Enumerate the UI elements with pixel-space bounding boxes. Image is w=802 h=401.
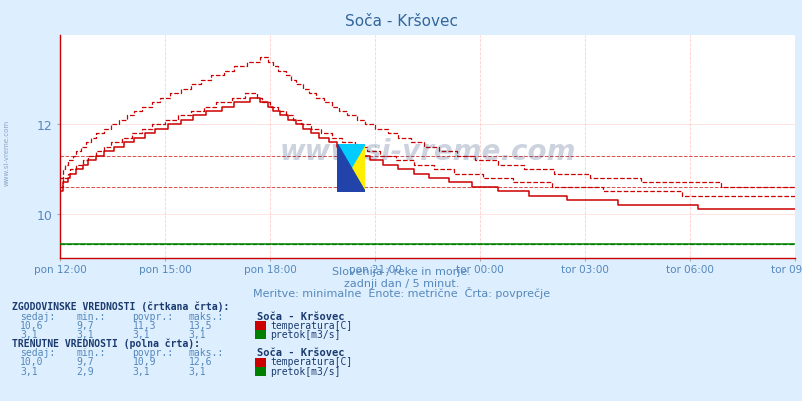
Text: 2,9: 2,9 [76, 366, 94, 376]
Text: www.si-vreme.com: www.si-vreme.com [279, 138, 575, 166]
Text: povpr.:: povpr.: [132, 347, 173, 357]
Text: 3,1: 3,1 [20, 366, 38, 376]
Text: sedaj:: sedaj: [20, 311, 55, 321]
Text: 10,0: 10,0 [20, 356, 43, 367]
Polygon shape [337, 144, 365, 192]
Text: 11,3: 11,3 [132, 320, 156, 330]
Text: Soča - Kršovec: Soča - Kršovec [257, 347, 344, 357]
Polygon shape [337, 144, 365, 192]
Text: 9,7: 9,7 [76, 320, 94, 330]
Text: pretok[m3/s]: pretok[m3/s] [270, 366, 341, 376]
Text: ZGODOVINSKE VREDNOSTI (črtkana črta):: ZGODOVINSKE VREDNOSTI (črtkana črta): [12, 301, 229, 312]
Text: min.:: min.: [76, 347, 106, 357]
Polygon shape [337, 144, 365, 192]
Text: 10,6: 10,6 [20, 320, 43, 330]
Text: www.si-vreme.com: www.si-vreme.com [3, 119, 10, 185]
Text: zadnji dan / 5 minut.: zadnji dan / 5 minut. [343, 278, 459, 288]
Text: Soča - Kršovec: Soča - Kršovec [257, 311, 344, 321]
Text: 9,7: 9,7 [76, 356, 94, 367]
Text: Soča - Kršovec: Soča - Kršovec [345, 14, 457, 29]
Text: 10,9: 10,9 [132, 356, 156, 367]
Text: sedaj:: sedaj: [20, 347, 55, 357]
Text: 3,1: 3,1 [188, 329, 206, 339]
Text: temperatura[C]: temperatura[C] [270, 320, 352, 330]
Text: 12,6: 12,6 [188, 356, 212, 367]
Text: temperatura[C]: temperatura[C] [270, 356, 352, 367]
Text: 3,1: 3,1 [76, 329, 94, 339]
Text: 3,1: 3,1 [132, 366, 150, 376]
Text: Slovenija / reke in morje.: Slovenija / reke in morje. [332, 267, 470, 277]
Text: 3,1: 3,1 [132, 329, 150, 339]
Text: povpr.:: povpr.: [132, 311, 173, 321]
Text: 3,1: 3,1 [188, 366, 206, 376]
Text: 13,5: 13,5 [188, 320, 212, 330]
Text: Meritve: minimalne  Enote: metrične  Črta: povprečje: Meritve: minimalne Enote: metrične Črta:… [253, 287, 549, 299]
Text: min.:: min.: [76, 311, 106, 321]
Text: maks.:: maks.: [188, 311, 224, 321]
Text: 3,1: 3,1 [20, 329, 38, 339]
Text: TRENUTNE VREDNOSTI (polna črta):: TRENUTNE VREDNOSTI (polna črta): [12, 338, 200, 348]
Text: pretok[m3/s]: pretok[m3/s] [270, 329, 341, 339]
Text: maks.:: maks.: [188, 347, 224, 357]
